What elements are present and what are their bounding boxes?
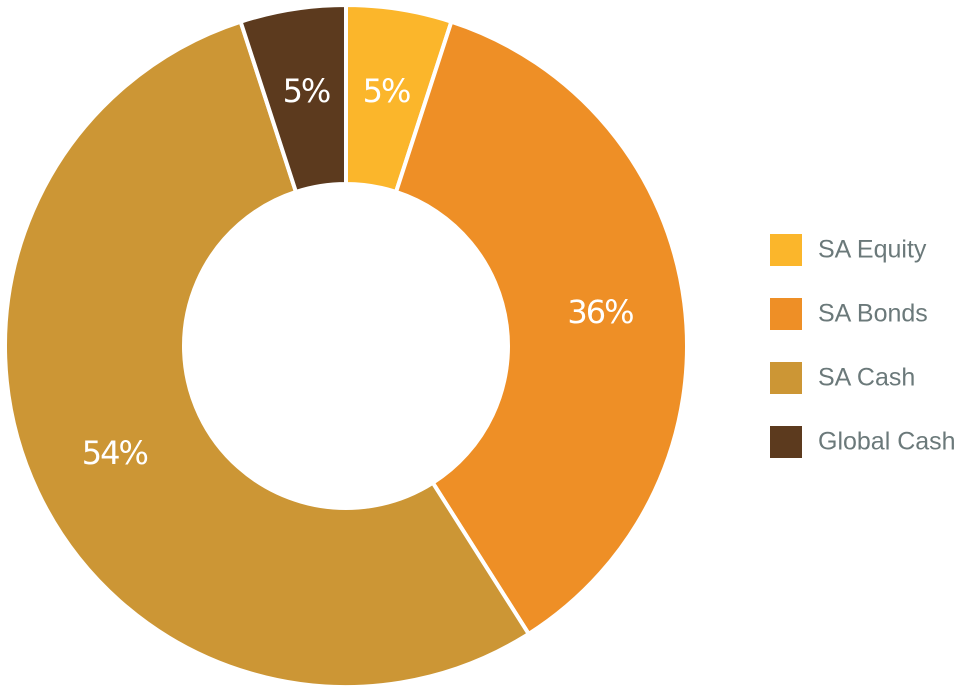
legend-swatch — [770, 298, 802, 330]
value-label: 54% — [82, 434, 148, 472]
value-label: 5% — [283, 72, 330, 110]
value-label: 36% — [567, 293, 633, 331]
legend-swatch — [770, 234, 802, 266]
legend-swatch — [770, 426, 802, 458]
legend-label: SA Bonds — [818, 300, 928, 328]
legend-label: SA Cash — [818, 364, 915, 392]
value-label: 5% — [363, 72, 410, 110]
legend-swatch — [770, 362, 802, 394]
donut-slice — [238, 2, 348, 195]
donut-slice — [393, 19, 689, 637]
legend-label: SA Equity — [818, 236, 927, 264]
legend-label: Global Cash — [818, 428, 956, 456]
donut-slice — [3, 19, 532, 689]
